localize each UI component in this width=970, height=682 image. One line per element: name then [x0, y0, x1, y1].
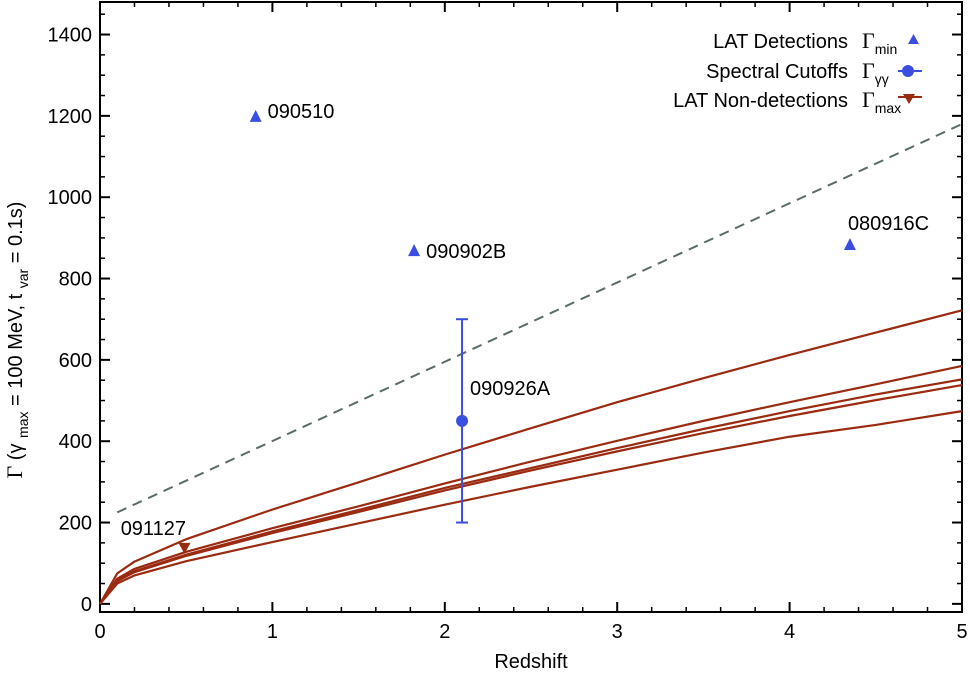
legend-label: LAT Non-detections [673, 90, 848, 112]
y-axis-sub2: var [15, 268, 31, 288]
cutoff-label: 090926A [470, 378, 551, 400]
curve-line [99, 309, 963, 605]
detection-label: 090902B [426, 241, 506, 263]
y-axis-mid: = 100 MeV, t [5, 293, 27, 406]
legend: LAT Detections Γmin Spectral Cutoffs Γγγ… [673, 28, 922, 116]
x-tick-label: 2 [439, 621, 450, 643]
y-tick-label: 400 [59, 431, 92, 453]
y-axis-symbol: Γ [2, 465, 27, 478]
y-axis-sub1: max [15, 412, 31, 438]
x-axis-label: Redshift [494, 651, 568, 673]
plot-frame [99, 1, 963, 613]
curve-line [99, 364, 963, 605]
y-axis-open: (γ [5, 444, 27, 461]
legend-marker-triangle-down [903, 94, 915, 104]
detection-marker [843, 237, 856, 250]
legend-label: Spectral Cutoffs [706, 61, 848, 83]
legend-entry-detections: LAT Detections Γmin [713, 28, 919, 57]
non-detection-marker [178, 542, 191, 554]
detection-label: 090510 [268, 101, 335, 123]
x-tick-label: 5 [956, 621, 967, 643]
curve-line [99, 378, 963, 605]
cutoff-marker [456, 414, 469, 427]
detection-marker [249, 109, 262, 122]
y-axis-close: = 0.1s) [5, 202, 27, 264]
y-tick-label: 200 [59, 513, 92, 535]
legend-symbol: Γmax [862, 87, 901, 116]
curves-group [99, 309, 963, 605]
legend-entry-non-detections: LAT Non-detections Γmax [673, 87, 922, 116]
legend-label: LAT Detections [713, 31, 848, 53]
y-tick-label: 1200 [48, 106, 93, 128]
y-tick-label: 600 [59, 350, 92, 372]
detection-label: 080916C [848, 213, 929, 235]
legend-entry-cutoffs: Spectral Cutoffs Γγγ [706, 58, 922, 87]
y-tick-label: 0 [81, 594, 92, 616]
curve-line [99, 410, 963, 605]
axis-ticks: 0 1 2 3 4 5 0 200 400 600 800 1000 1200 1400 [48, 2, 968, 643]
points-group: 090510 090902B 080916C 090926A 091127 [121, 101, 929, 554]
y-tick-label: 800 [59, 269, 92, 291]
y-axis-label: Γ (γ max = 100 MeV, t var = 0.1s) [2, 202, 33, 479]
x-tick-label: 4 [784, 621, 795, 643]
detection-marker [408, 244, 421, 257]
x-tick-label: 0 [94, 621, 105, 643]
legend-symbol: Γγγ [862, 58, 889, 87]
dashed-line [116, 123, 963, 514]
dashed-line-group [116, 123, 963, 514]
non-detection-label: 091127 [121, 518, 186, 540]
y-tick-label: 1400 [48, 25, 93, 47]
x-tick-label: 3 [612, 621, 623, 643]
curve-line [99, 383, 963, 605]
y-tick-label: 1000 [48, 187, 93, 209]
legend-symbol: Γmin [862, 28, 897, 57]
legend-marker-triangle-up [908, 34, 919, 44]
legend-marker-circle [902, 65, 914, 77]
x-tick-label: 1 [267, 621, 278, 643]
